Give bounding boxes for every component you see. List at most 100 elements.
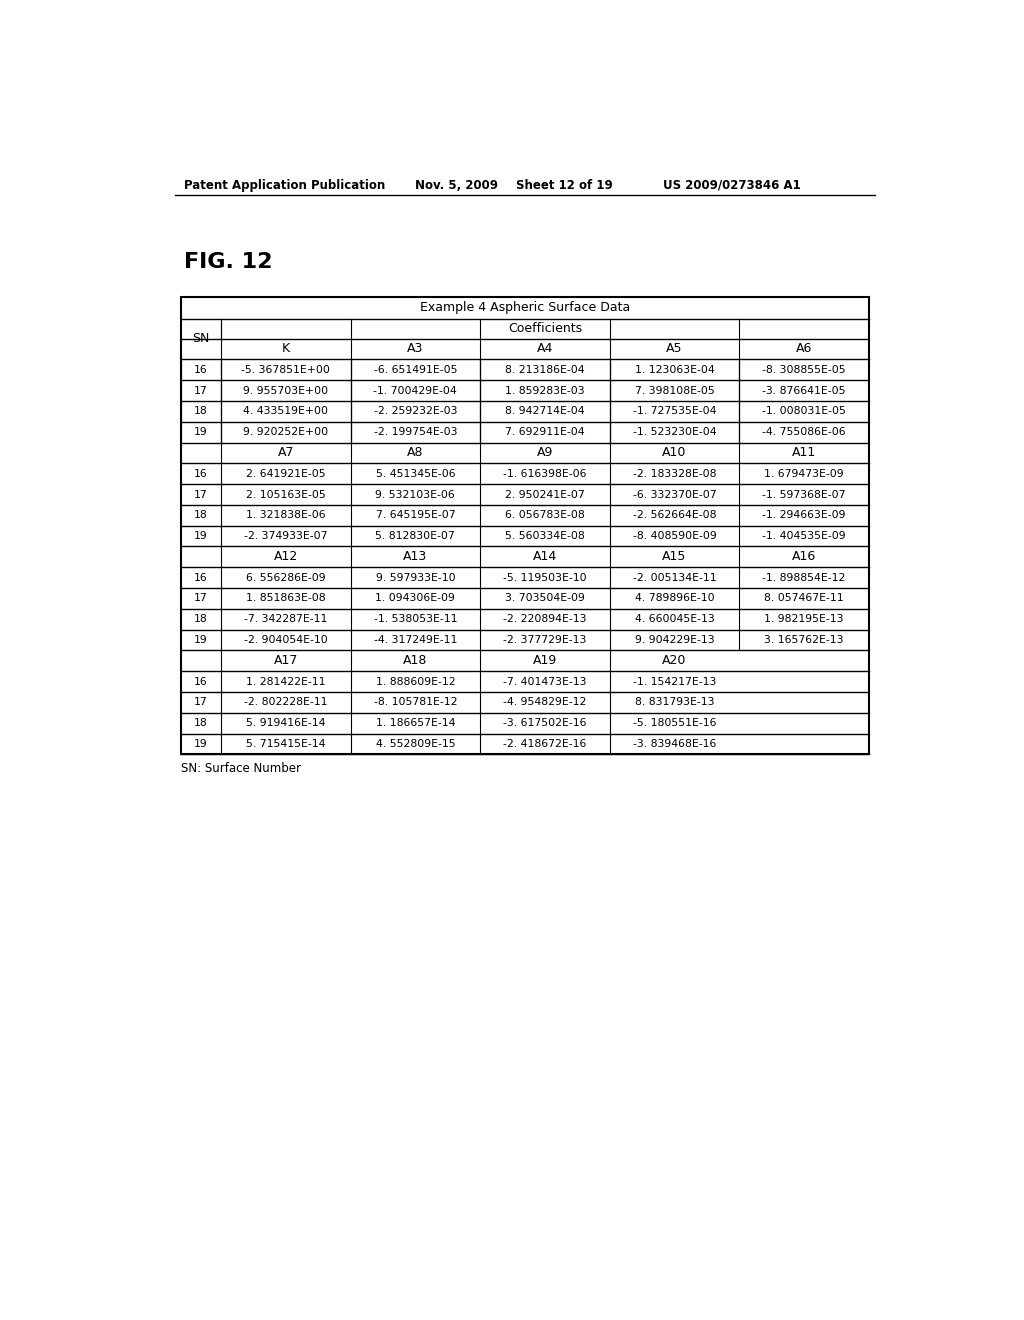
Text: -3. 839468E-16: -3. 839468E-16 [633, 739, 716, 748]
Text: 18: 18 [194, 511, 208, 520]
Text: -6. 332370E-07: -6. 332370E-07 [633, 490, 717, 499]
Text: A19: A19 [532, 655, 557, 668]
Text: -3. 876641E-05: -3. 876641E-05 [762, 385, 846, 396]
Text: 3. 165762E-13: 3. 165762E-13 [764, 635, 844, 645]
Text: 18: 18 [194, 614, 208, 624]
Text: 9. 597933E-10: 9. 597933E-10 [376, 573, 456, 582]
Text: -7. 342287E-11: -7. 342287E-11 [244, 614, 328, 624]
Text: 16: 16 [194, 364, 208, 375]
Text: 8. 942714E-04: 8. 942714E-04 [505, 407, 585, 416]
Text: 1. 679473E-09: 1. 679473E-09 [764, 469, 844, 479]
Text: 1. 851863E-08: 1. 851863E-08 [246, 594, 326, 603]
Text: Coefficients: Coefficients [508, 322, 582, 335]
Text: 6. 556286E-09: 6. 556286E-09 [246, 573, 326, 582]
Text: 1. 888609E-12: 1. 888609E-12 [376, 677, 456, 686]
Text: 8. 831793E-13: 8. 831793E-13 [635, 697, 715, 708]
Text: -1. 523230E-04: -1. 523230E-04 [633, 428, 717, 437]
Text: A11: A11 [792, 446, 816, 459]
Text: -6. 651491E-05: -6. 651491E-05 [374, 364, 457, 375]
Text: -2. 220894E-13: -2. 220894E-13 [503, 614, 587, 624]
Text: A12: A12 [273, 550, 298, 564]
Text: Example 4 Aspheric Surface Data: Example 4 Aspheric Surface Data [420, 301, 630, 314]
Text: A9: A9 [537, 446, 553, 459]
Text: 17: 17 [194, 385, 208, 396]
Text: -2. 183328E-08: -2. 183328E-08 [633, 469, 716, 479]
Text: -2. 377729E-13: -2. 377729E-13 [503, 635, 587, 645]
Text: -1. 538053E-11: -1. 538053E-11 [374, 614, 457, 624]
Text: A6: A6 [796, 342, 812, 355]
Text: -4. 317249E-11: -4. 317249E-11 [374, 635, 457, 645]
Text: 9. 920252E+00: 9. 920252E+00 [244, 428, 329, 437]
Text: 1. 321838E-06: 1. 321838E-06 [246, 511, 326, 520]
Text: A16: A16 [792, 550, 816, 564]
Text: 4. 660045E-13: 4. 660045E-13 [635, 614, 715, 624]
Text: 2. 105163E-05: 2. 105163E-05 [246, 490, 326, 499]
Text: SN: Surface Number: SN: Surface Number [180, 762, 301, 775]
Text: -1. 898854E-12: -1. 898854E-12 [763, 573, 846, 582]
Text: 16: 16 [194, 573, 208, 582]
Text: 5. 715415E-14: 5. 715415E-14 [246, 739, 326, 748]
Text: 5. 560334E-08: 5. 560334E-08 [505, 531, 585, 541]
Text: 6. 056783E-08: 6. 056783E-08 [505, 511, 585, 520]
Text: -7. 401473E-13: -7. 401473E-13 [503, 677, 587, 686]
Text: 1. 982195E-13: 1. 982195E-13 [764, 614, 844, 624]
Text: -4. 755086E-06: -4. 755086E-06 [762, 428, 846, 437]
Text: K: K [282, 342, 290, 355]
Text: -2. 259232E-03: -2. 259232E-03 [374, 407, 457, 416]
Text: A15: A15 [663, 550, 687, 564]
Text: -1. 008031E-05: -1. 008031E-05 [762, 407, 846, 416]
Text: 19: 19 [194, 428, 208, 437]
Text: 16: 16 [194, 677, 208, 686]
Text: -2. 802228E-11: -2. 802228E-11 [244, 697, 328, 708]
Text: 1. 094306E-09: 1. 094306E-09 [376, 594, 456, 603]
Text: A4: A4 [537, 342, 553, 355]
Text: -8. 105781E-12: -8. 105781E-12 [374, 697, 457, 708]
Text: 3. 703504E-09: 3. 703504E-09 [505, 594, 585, 603]
Text: 1. 123063E-04: 1. 123063E-04 [635, 364, 715, 375]
Text: 7. 692911E-04: 7. 692911E-04 [505, 428, 585, 437]
Text: -8. 408590E-09: -8. 408590E-09 [633, 531, 717, 541]
Text: 5. 451345E-06: 5. 451345E-06 [376, 469, 456, 479]
Text: A18: A18 [403, 655, 428, 668]
Text: 4. 433519E+00: 4. 433519E+00 [244, 407, 329, 416]
Text: -1. 597368E-07: -1. 597368E-07 [762, 490, 846, 499]
Text: 5. 812830E-07: 5. 812830E-07 [376, 531, 456, 541]
Text: -2. 199754E-03: -2. 199754E-03 [374, 428, 457, 437]
Text: -1. 294663E-09: -1. 294663E-09 [762, 511, 846, 520]
Text: 9. 904229E-13: 9. 904229E-13 [635, 635, 715, 645]
Text: -2. 005134E-11: -2. 005134E-11 [633, 573, 717, 582]
Text: A20: A20 [663, 655, 687, 668]
Text: A14: A14 [532, 550, 557, 564]
Text: A8: A8 [408, 446, 424, 459]
Text: -1. 404535E-09: -1. 404535E-09 [762, 531, 846, 541]
Text: -5. 367851E+00: -5. 367851E+00 [242, 364, 330, 375]
Text: A3: A3 [408, 342, 424, 355]
Text: 8. 213186E-04: 8. 213186E-04 [505, 364, 585, 375]
Text: A7: A7 [278, 446, 294, 459]
Text: A10: A10 [663, 446, 687, 459]
Text: 19: 19 [194, 635, 208, 645]
Text: -1. 727535E-04: -1. 727535E-04 [633, 407, 716, 416]
Text: Sheet 12 of 19: Sheet 12 of 19 [515, 178, 612, 191]
Text: 2. 641921E-05: 2. 641921E-05 [246, 469, 326, 479]
Text: 16: 16 [194, 469, 208, 479]
Text: -4. 954829E-12: -4. 954829E-12 [503, 697, 587, 708]
Text: -3. 617502E-16: -3. 617502E-16 [503, 718, 587, 729]
Text: A13: A13 [403, 550, 427, 564]
Text: 7. 645195E-07: 7. 645195E-07 [376, 511, 456, 520]
Text: 18: 18 [194, 718, 208, 729]
Text: FIG. 12: FIG. 12 [183, 252, 272, 272]
Text: 9. 532103E-06: 9. 532103E-06 [376, 490, 456, 499]
Text: -1. 700429E-04: -1. 700429E-04 [374, 385, 458, 396]
Text: 9. 955703E+00: 9. 955703E+00 [244, 385, 329, 396]
Text: -1. 616398E-06: -1. 616398E-06 [503, 469, 587, 479]
Text: -2. 904054E-10: -2. 904054E-10 [244, 635, 328, 645]
Text: US 2009/0273846 A1: US 2009/0273846 A1 [663, 178, 801, 191]
Text: A17: A17 [273, 655, 298, 668]
Text: 2. 950241E-07: 2. 950241E-07 [505, 490, 585, 499]
Text: 8. 057467E-11: 8. 057467E-11 [764, 594, 844, 603]
Text: 7. 398108E-05: 7. 398108E-05 [635, 385, 715, 396]
Text: 4. 552809E-15: 4. 552809E-15 [376, 739, 456, 748]
Text: 19: 19 [194, 739, 208, 748]
Text: 18: 18 [194, 407, 208, 416]
